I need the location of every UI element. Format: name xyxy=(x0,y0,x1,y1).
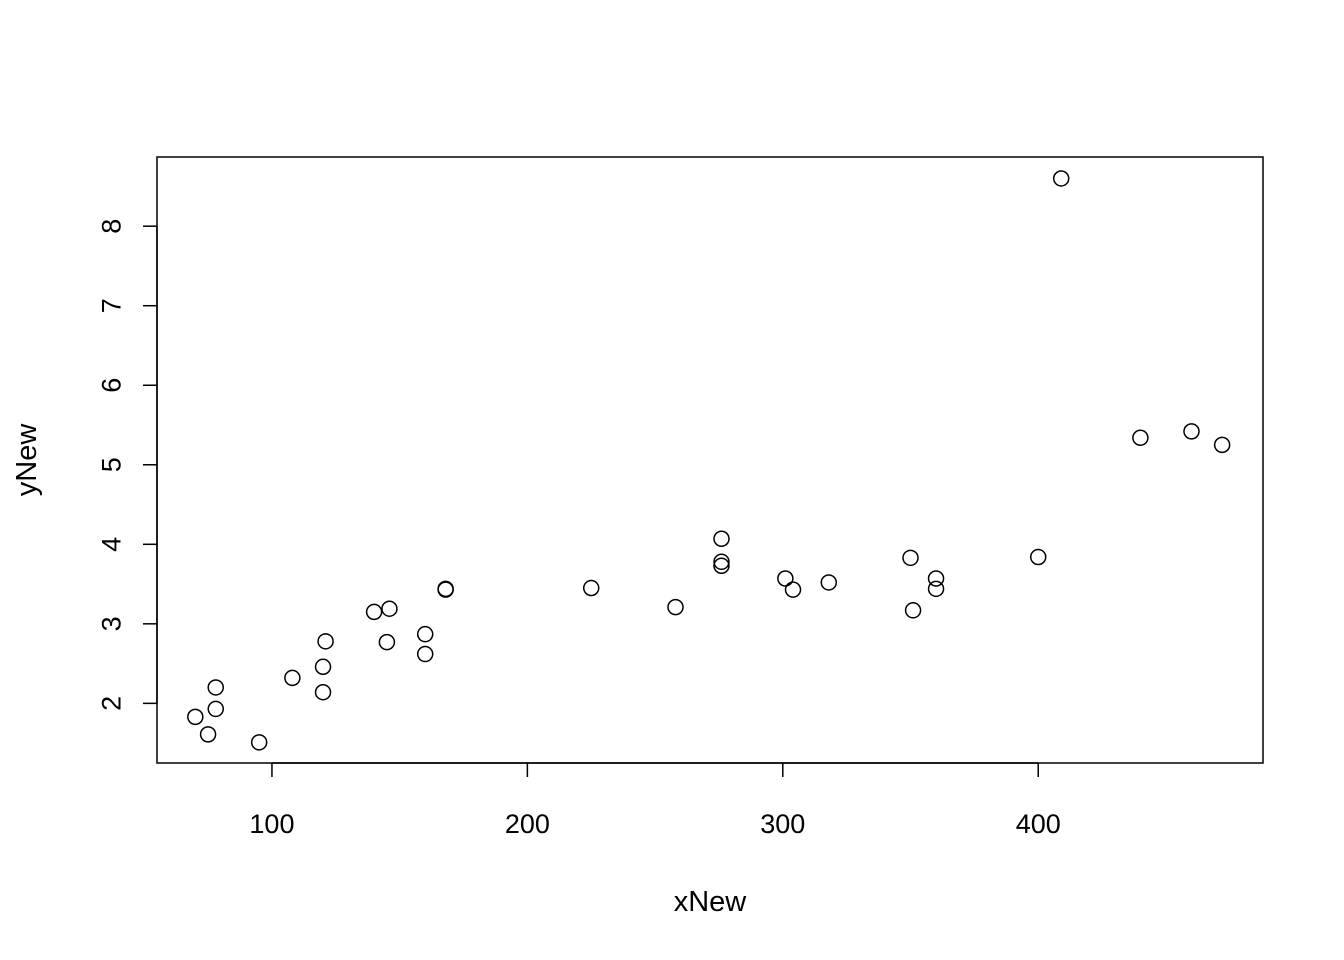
data-point xyxy=(713,553,730,571)
data-point xyxy=(1029,548,1047,566)
data-point xyxy=(1183,423,1200,440)
y-tick-label: 6 xyxy=(96,378,126,393)
data-point xyxy=(927,570,945,587)
y-tick-label: 3 xyxy=(96,616,126,631)
data-point xyxy=(582,579,600,597)
data-point xyxy=(1213,436,1231,454)
data-point xyxy=(381,600,398,617)
data-point xyxy=(314,683,332,701)
data-points xyxy=(187,170,1231,751)
data-point xyxy=(317,633,334,650)
data-point xyxy=(1052,170,1070,187)
x-axis: 100 200 300 400 xyxy=(249,762,1061,839)
data-point xyxy=(199,726,217,743)
y-tick-label: 7 xyxy=(96,298,126,313)
data-point xyxy=(820,574,838,591)
y-tick-label: 4 xyxy=(96,537,126,552)
data-point xyxy=(284,669,301,687)
data-point xyxy=(904,602,922,619)
data-point xyxy=(713,557,730,575)
data-point xyxy=(207,679,224,696)
data-point xyxy=(784,581,802,598)
x-axis-title: xNew xyxy=(674,886,748,918)
data-point xyxy=(1132,429,1149,446)
data-point xyxy=(416,625,434,643)
x-tick-label: 300 xyxy=(760,809,805,839)
x-tick-label: 400 xyxy=(1016,809,1061,839)
data-point xyxy=(667,598,684,616)
data-point xyxy=(713,530,730,547)
data-point xyxy=(378,633,396,651)
data-point xyxy=(187,708,204,726)
data-point xyxy=(416,645,434,663)
data-point xyxy=(777,570,794,587)
data-point xyxy=(314,658,332,676)
data-point xyxy=(207,700,224,718)
x-tick-label: 100 xyxy=(249,809,294,839)
y-tick-label: 8 xyxy=(96,219,126,234)
y-tick-label: 2 xyxy=(96,696,126,711)
data-point xyxy=(437,581,454,598)
data-point xyxy=(927,580,945,598)
data-point xyxy=(250,734,268,751)
y-tick-label: 5 xyxy=(96,457,126,472)
data-point xyxy=(365,603,383,621)
y-axis: 2 3 4 5 6 7 8 xyxy=(96,219,158,711)
x-tick-label: 200 xyxy=(505,809,550,839)
y-axis-title: yNew xyxy=(11,423,43,497)
plot-frame xyxy=(156,156,1264,764)
data-point xyxy=(902,549,919,567)
